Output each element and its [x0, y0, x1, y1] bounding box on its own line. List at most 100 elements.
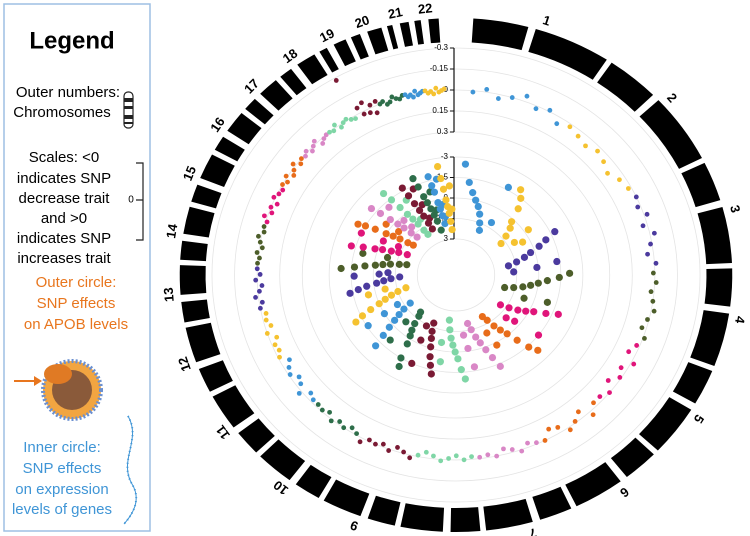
- snp-dot: [436, 358, 444, 366]
- snp-dot: [566, 269, 574, 277]
- snp-dot: [298, 161, 304, 167]
- snp-dot: [497, 239, 505, 248]
- snp-dot: [543, 277, 551, 285]
- snp-dot: [439, 185, 448, 193]
- snp-dot: [483, 329, 491, 337]
- grid-circle: [301, 131, 611, 419]
- snp-dot: [510, 238, 518, 247]
- chromosome-label: 10: [270, 477, 291, 498]
- chromosome-band: [528, 28, 607, 80]
- snp-dot: [271, 194, 277, 200]
- snp-dot: [310, 397, 316, 403]
- snp-dot: [364, 291, 373, 299]
- snp-dot: [428, 327, 436, 335]
- snp-dot: [575, 409, 581, 415]
- legend-text: SNP effects: [37, 295, 116, 312]
- snp-dot: [253, 277, 259, 283]
- snp-dot: [387, 247, 395, 255]
- snp-dot: [347, 242, 355, 250]
- snp-dot: [457, 366, 465, 374]
- snp-dot: [441, 86, 447, 92]
- snp-dot: [353, 116, 358, 121]
- grid-circle: [328, 156, 584, 394]
- snp-dot: [448, 225, 456, 234]
- chromosome-band: [386, 24, 399, 50]
- snp-dot: [395, 260, 403, 268]
- snp-dot: [437, 174, 445, 183]
- chromosome-label: 18: [280, 46, 300, 67]
- chromosome-label: 9: [348, 517, 360, 534]
- legend: Legend Outer numbers: Chromosomes Scales…: [12, 27, 144, 525]
- snp-dot: [554, 121, 560, 127]
- snp-dot: [327, 409, 332, 415]
- snp-dot: [503, 330, 511, 338]
- chromosome-label: 3: [727, 204, 743, 215]
- chromosome-band: [181, 299, 210, 323]
- snp-dot: [380, 310, 389, 318]
- snp-dot: [534, 346, 542, 354]
- snp-dot: [524, 226, 532, 234]
- legend-text: Inner circle:: [23, 439, 101, 456]
- snp-dot: [469, 454, 474, 460]
- snp-dot: [409, 215, 417, 223]
- snp-dot: [276, 191, 282, 197]
- chromosome-band: [280, 68, 307, 96]
- snp-dot: [363, 282, 371, 290]
- snp-dot: [357, 229, 365, 237]
- snp-dot: [375, 270, 383, 278]
- snp-dot: [361, 111, 367, 117]
- chromosome-band: [483, 498, 533, 531]
- legend-box: [3, 3, 151, 532]
- snp-dot: [517, 194, 525, 202]
- snp-dot: [520, 294, 528, 302]
- snp-dot: [507, 218, 516, 226]
- snp-dot: [290, 161, 296, 167]
- snp-dot: [407, 455, 413, 461]
- snp-dot: [402, 318, 410, 326]
- snp-dot: [567, 427, 573, 433]
- snp-dot: [387, 99, 393, 105]
- chromosome-band: [198, 360, 233, 392]
- chromosome-band: [319, 47, 339, 73]
- snp-dot: [634, 343, 640, 348]
- snp-dot: [534, 279, 542, 287]
- snp-dot: [328, 418, 334, 424]
- snp-dot: [401, 449, 407, 455]
- chromosome-band: [191, 184, 222, 209]
- chromosome-band: [245, 98, 274, 125]
- snp-dot: [310, 143, 316, 149]
- snp-dot: [303, 153, 308, 159]
- snp-dot: [653, 280, 659, 285]
- snp-dot: [358, 312, 367, 320]
- snp-dot: [601, 159, 606, 165]
- snp-dot: [426, 353, 434, 361]
- scale-label: 0.3: [437, 127, 449, 136]
- snp-dot: [311, 138, 317, 144]
- snp-dot: [257, 305, 263, 311]
- dna-icon: [123, 415, 137, 525]
- snp-dot: [257, 272, 263, 277]
- snp-dot: [547, 107, 553, 113]
- chromosome-band: [672, 362, 713, 404]
- chromosome-band: [681, 162, 721, 208]
- scale-label: 0.15: [432, 106, 448, 115]
- snp-dot: [433, 217, 441, 225]
- chromosome-band: [610, 437, 654, 477]
- chromosome-band: [565, 462, 621, 507]
- snp-dot: [396, 203, 404, 212]
- snp-dot: [442, 196, 450, 204]
- snp-dot: [261, 229, 267, 235]
- snp-dot: [464, 344, 472, 353]
- snp-dot: [354, 431, 359, 437]
- snp-dot: [403, 251, 411, 259]
- snp-dot: [461, 375, 469, 383]
- snp-dot: [448, 205, 456, 213]
- snp-dot: [553, 257, 561, 266]
- snp-dot: [264, 331, 270, 336]
- scale-bracket: [136, 162, 144, 241]
- snp-dot: [555, 424, 561, 430]
- snp-dot: [406, 299, 414, 307]
- chromosome-label: 8: [436, 535, 444, 536]
- snp-dot: [501, 283, 509, 292]
- snp-dot: [474, 202, 482, 211]
